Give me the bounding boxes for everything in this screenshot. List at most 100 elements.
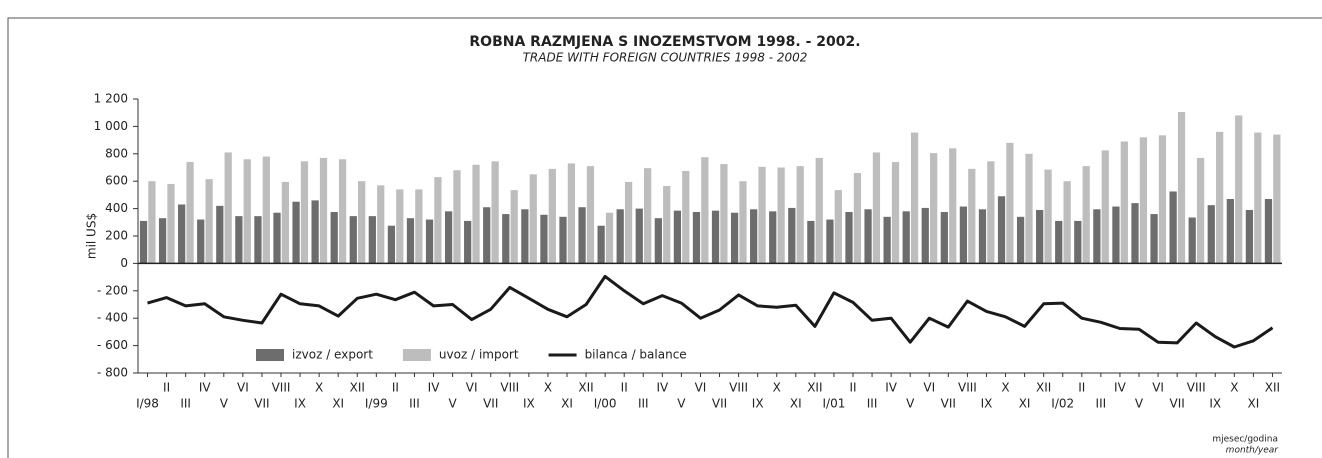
x-tick-label: XI: [561, 397, 573, 411]
bar: [815, 157, 823, 264]
x-tick-label: VIII: [272, 381, 291, 395]
bar: [521, 209, 529, 264]
bar: [758, 166, 766, 264]
bar: [396, 189, 404, 264]
bar: [711, 210, 720, 264]
bar: [701, 157, 709, 264]
y-tick-label: 1 200: [94, 92, 128, 106]
x-tick-label: VI: [237, 381, 249, 395]
y-tick-label: 600: [105, 174, 128, 188]
x-tick-label: XII: [578, 381, 593, 395]
bar: [358, 181, 366, 264]
x-tick-label: IX: [752, 397, 764, 411]
bar: [578, 207, 586, 264]
bar: [300, 161, 309, 264]
bar: [902, 211, 910, 264]
x-tick-label: IV: [1114, 381, 1127, 395]
bar: [910, 132, 919, 264]
x-tick-label: IX: [1209, 397, 1221, 411]
y-tick-label: 200: [105, 229, 128, 243]
x-axis-label: mjesec/godina: [1212, 435, 1278, 445]
bar: [730, 212, 739, 264]
x-tick-label: V: [906, 397, 915, 411]
y-tick-label: 0: [120, 256, 128, 270]
bar: [262, 156, 270, 264]
x-tick-label: XII: [1265, 381, 1280, 395]
bar: [883, 216, 891, 264]
bar: [1169, 191, 1177, 264]
bar: [635, 208, 643, 264]
x-tick-label: VII: [941, 397, 956, 411]
y-tick-label: - 600: [97, 338, 128, 352]
bar: [987, 161, 995, 264]
bar: [559, 216, 567, 264]
bar: [510, 190, 518, 264]
bar: [158, 218, 167, 264]
y-tick-label: 400: [105, 201, 128, 215]
bar: [673, 210, 682, 264]
bar: [586, 166, 595, 264]
chart-title: ROBNA RAZMJENA S INOZEMSTVOM 1998. - 200…: [469, 34, 860, 50]
bar: [377, 185, 385, 264]
x-tick-label: XII: [807, 381, 822, 395]
x-tick-label: VI: [923, 381, 935, 395]
bar: [826, 219, 834, 264]
bar: [1101, 150, 1109, 264]
x-tick-label: III: [409, 397, 420, 411]
bar: [1055, 220, 1063, 264]
bar: [1063, 181, 1071, 264]
x-tick-label: IV: [885, 381, 898, 395]
x-tick-label: III: [180, 397, 191, 411]
bar: [148, 181, 156, 264]
x-tick-label: VIII: [1187, 381, 1206, 395]
x-tick-label: X: [544, 381, 552, 395]
bar: [1131, 203, 1139, 264]
y-tick-label: - 400: [97, 311, 128, 325]
x-tick-label: X: [1001, 381, 1009, 395]
bar: [834, 190, 842, 264]
bar: [940, 212, 948, 264]
x-tick-label: IV: [199, 381, 212, 395]
x-tick-label: VII: [712, 397, 727, 411]
x-tick-label: XI: [1019, 397, 1031, 411]
x-tick-label: VI: [1152, 381, 1164, 395]
legend-swatch: [256, 349, 284, 361]
x-tick-label: IV: [428, 381, 441, 395]
bar: [872, 152, 881, 264]
bar: [139, 220, 148, 264]
bar: [567, 163, 576, 264]
bar: [292, 201, 300, 264]
bar: [605, 212, 614, 264]
bar: [235, 216, 243, 264]
bar: [483, 207, 491, 264]
bar: [224, 152, 232, 264]
bar: [949, 148, 957, 264]
bar: [472, 164, 480, 264]
bar: [330, 212, 338, 264]
bar: [1158, 135, 1167, 264]
bar: [1082, 166, 1090, 264]
x-tick-label: V: [220, 397, 229, 411]
x-tick-label: VII: [483, 397, 498, 411]
bar: [788, 207, 796, 264]
x-tick-label: II: [1078, 381, 1085, 395]
y-tick-label: 800: [105, 146, 128, 160]
bar: [1074, 220, 1082, 264]
x-tick-label: I/99: [365, 397, 388, 411]
bar: [597, 225, 605, 264]
x-tick-label: II: [849, 381, 856, 395]
bar: [167, 183, 175, 264]
bar: [654, 218, 662, 264]
bar: [1188, 217, 1196, 264]
bar: [1264, 199, 1273, 264]
bar: [453, 170, 461, 264]
x-tick-label: IV: [656, 381, 669, 395]
frame: [7, 17, 1322, 458]
x-tick-label: XII: [350, 381, 365, 395]
bar: [243, 159, 251, 264]
x-tick-label: IX: [981, 397, 993, 411]
bar: [319, 157, 328, 264]
bar: [273, 212, 281, 264]
bar: [1139, 137, 1148, 264]
